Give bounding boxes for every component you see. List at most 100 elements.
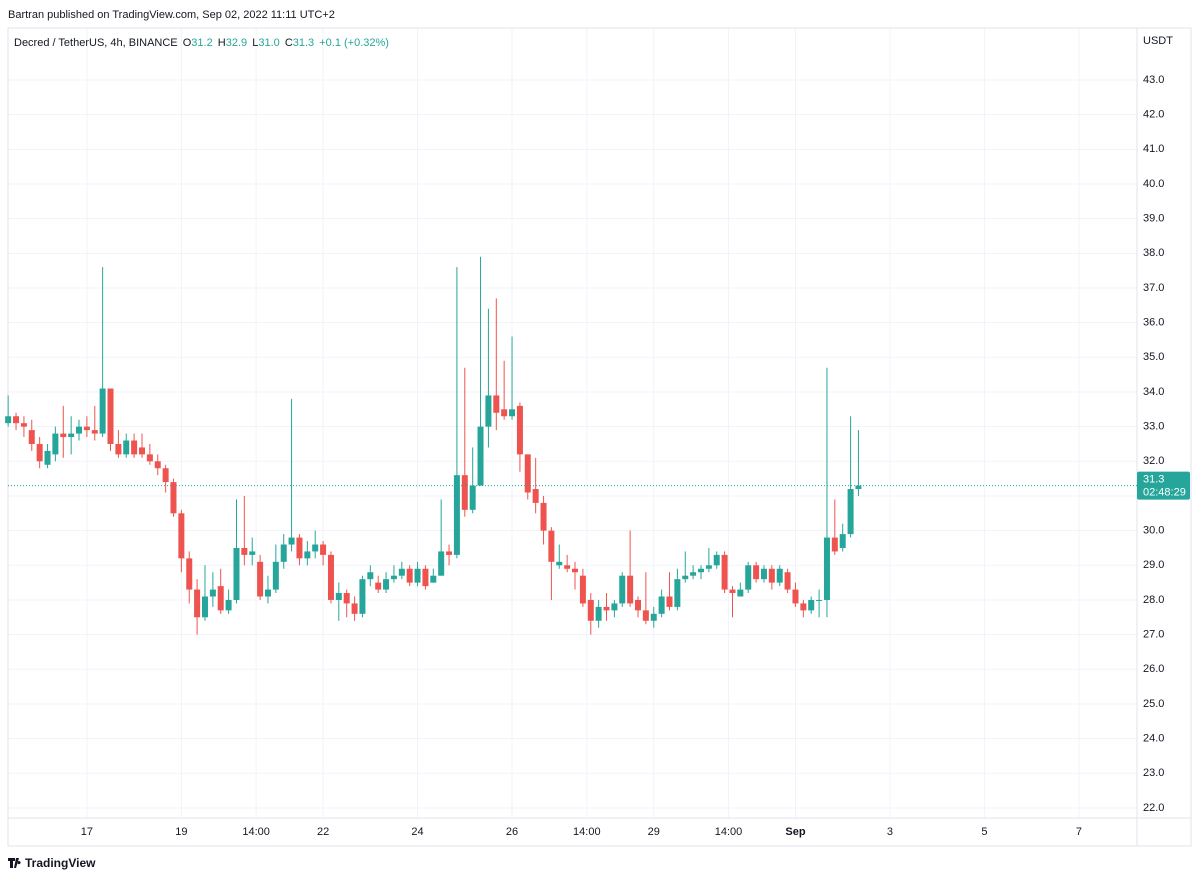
candle-body (28, 430, 35, 444)
candle-body (705, 565, 712, 569)
candle-body (729, 589, 736, 594)
y-tick-label: 23.0 (1143, 767, 1164, 779)
x-tick-label: 17 (81, 826, 93, 838)
candle-body (564, 565, 571, 569)
legend-value: 31.3 (293, 37, 314, 49)
candle-body (516, 405, 523, 455)
candle-body (430, 575, 437, 583)
candle-body (642, 610, 649, 621)
y-tick-label: 24.0 (1143, 733, 1164, 745)
candle-body (115, 443, 122, 455)
candle-body (855, 485, 862, 490)
candle-body (367, 572, 374, 580)
y-tick-label: 42.0 (1143, 109, 1164, 121)
candle-body (75, 426, 82, 434)
candle-body (343, 593, 350, 604)
candle-body (375, 582, 382, 590)
candle-body (304, 551, 311, 559)
chart-title: Decred / TetherUS, 4h, BINANCE (14, 37, 178, 49)
legend-value: 31.0 (258, 37, 279, 49)
candle-body (20, 423, 27, 427)
candle-body (406, 568, 413, 583)
candle-body (233, 547, 240, 600)
candle-body (477, 426, 484, 486)
y-tick-label: 22.0 (1143, 802, 1164, 814)
candle-body (556, 561, 563, 566)
candle-body (579, 575, 586, 604)
candle-body (572, 568, 579, 573)
candle-body (68, 433, 75, 438)
candle-body (792, 589, 799, 604)
candle-body (438, 551, 445, 576)
candle-body (36, 443, 43, 462)
legend-key: O (183, 37, 192, 49)
candle-body (697, 568, 704, 573)
candle-body (91, 430, 98, 434)
candle-body (257, 561, 264, 597)
x-tick-label: 5 (981, 826, 987, 838)
legend-key: C (285, 37, 293, 49)
x-tick-label: 14:00 (715, 826, 743, 838)
x-tick-label: Sep (785, 826, 805, 838)
candle-body (823, 537, 830, 600)
byline: Bartran published on TradingView.com, Se… (8, 9, 335, 21)
candle-body (296, 537, 303, 559)
y-tick-label: 38.0 (1143, 247, 1164, 259)
x-tick-label: 14:00 (242, 826, 270, 838)
candle-body (776, 568, 783, 583)
y-tick-label: 30.0 (1143, 525, 1164, 537)
candle-body (753, 565, 760, 580)
candle-body (469, 485, 476, 510)
y-tick-label: 28.0 (1143, 594, 1164, 606)
candle-body (280, 544, 287, 562)
y-tick-label: 41.0 (1143, 143, 1164, 155)
chart-legend: Decred / TetherUS, 4h, BINANCE O31.2 H32… (14, 37, 389, 49)
y-tick-label: 37.0 (1143, 282, 1164, 294)
candle-body (351, 603, 358, 614)
y-tick-label: 26.0 (1143, 663, 1164, 675)
legend-value: 31.2 (191, 37, 212, 49)
candle-body (760, 568, 767, 580)
candle-body (532, 489, 539, 503)
candle-body (60, 433, 67, 438)
candle-body (682, 575, 689, 580)
candle-body (154, 461, 161, 469)
candle-body (217, 586, 224, 611)
candle-body (186, 558, 193, 590)
footer-text: TradingView (25, 856, 96, 870)
candle-body (131, 440, 138, 455)
candle-body (548, 530, 555, 562)
y-tick-label: 35.0 (1143, 351, 1164, 363)
candle-body (13, 416, 20, 424)
candle-body (249, 551, 256, 555)
candle-body (327, 554, 334, 600)
frame (7, 27, 1192, 847)
y-tick-label: 25.0 (1143, 698, 1164, 710)
candle-body (713, 554, 720, 566)
candle-body (446, 551, 453, 555)
y-tick-label: 36.0 (1143, 317, 1164, 329)
candle-body (201, 596, 208, 618)
candle-body (768, 568, 775, 583)
candle-body (808, 599, 815, 611)
candle-body (162, 468, 169, 483)
x-tick-label: 14:00 (573, 826, 601, 838)
candle-body (359, 579, 366, 614)
x-tick-label: 7 (1076, 826, 1082, 838)
candle-body (398, 568, 405, 576)
candle-body (225, 599, 232, 611)
candle-body (650, 613, 657, 621)
y-tick-label: 39.0 (1143, 213, 1164, 225)
x-tick-label: 22 (317, 826, 329, 838)
y-tick-label: 29.0 (1143, 559, 1164, 571)
footer-logo: TradingView (8, 856, 96, 870)
candle-body (52, 433, 59, 455)
y-tick-label: 43.0 (1143, 74, 1164, 86)
legend-change: +0.1 (+0.32%) (319, 37, 389, 49)
candle-body (493, 395, 500, 413)
x-tick-label: 3 (887, 826, 893, 838)
candle-body (107, 388, 114, 444)
candle-body (485, 395, 492, 427)
countdown-label: 02:48:29 (1143, 486, 1186, 498)
